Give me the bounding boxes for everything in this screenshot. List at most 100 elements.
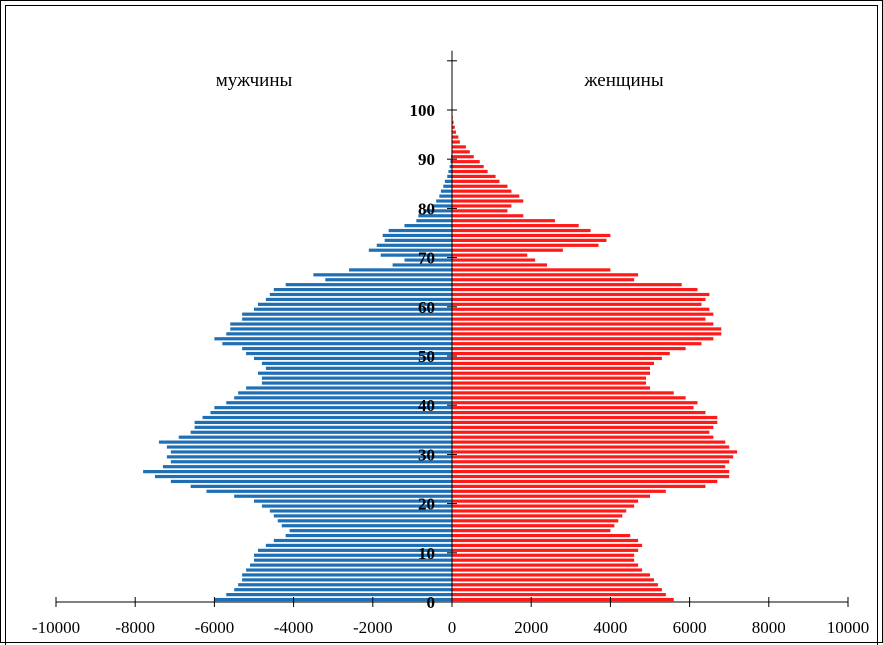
female-bar [452,406,694,409]
female-bar [452,460,729,463]
male-bar [163,465,452,468]
female-bar [452,195,519,198]
male-bar [155,475,452,478]
male-bar [203,416,452,419]
female-bar [452,455,733,458]
male-bar [325,278,452,281]
female-bar [452,170,488,173]
female-bar [452,465,725,468]
male-bar [143,470,452,473]
female-bar [452,185,507,188]
male-bar [222,342,452,345]
female-bar [452,529,610,532]
male-bar [385,239,452,242]
male-bar [441,190,452,193]
female-bar [452,258,535,261]
female-bar [452,416,717,419]
female-bar [452,140,460,143]
male-bar [439,195,452,198]
female-bar [452,145,466,148]
male-bar [242,578,452,581]
male-bar [377,244,452,247]
female-bar [452,426,713,429]
male-bar [274,288,452,291]
female-bar [452,588,662,591]
x-tick-label: 0 [448,618,457,637]
female-bar [452,283,682,286]
male-bar [436,199,452,202]
male-bar [234,588,452,591]
male-bar [383,234,452,237]
male-bar [179,436,452,439]
female-bar [452,377,646,380]
axes [56,51,848,607]
female-bar [452,475,729,478]
female-bars [452,106,737,601]
female-bar [452,214,523,217]
female-label: женщины [583,70,663,91]
male-bar [270,293,452,296]
y-tick-label: 50 [418,347,435,366]
male-bar [242,573,452,576]
male-bar [262,377,452,380]
male-bar [214,598,452,601]
female-bar [452,298,705,301]
male-bar [262,381,452,384]
female-bar [452,544,642,547]
female-bar [452,480,717,483]
female-bar [452,273,638,276]
male-bar [246,568,452,571]
female-bar [452,322,713,325]
female-bar [452,337,713,340]
female-bar [452,421,717,424]
female-bar [452,539,638,542]
male-bars [143,121,452,601]
female-bar [452,288,698,291]
female-bar [452,224,579,227]
male-bar [250,564,452,567]
female-bar [452,135,458,138]
y-tick-label: 100 [410,101,436,120]
female-bar [452,534,630,537]
female-bar [452,278,634,281]
female-bar [452,150,470,153]
female-bar [452,485,705,488]
female-bar [452,495,650,498]
female-bar [452,445,729,448]
female-bar [452,209,507,212]
y-tick-label: 70 [418,249,435,268]
male-bar [238,583,452,586]
male-bar [230,327,452,330]
male-bar [191,431,452,434]
male-bar [313,273,452,276]
female-bar [452,131,456,134]
female-bar [452,573,650,576]
female-bar [452,554,634,557]
female-bar [452,303,701,306]
x-tick-label: -10000 [32,618,80,637]
female-bar [452,564,638,567]
female-bar [452,308,709,311]
y-tick-label: 30 [418,445,435,464]
female-bar [452,204,511,207]
male-bar [226,332,452,335]
female-bar [452,431,709,434]
male-bar [447,175,452,178]
female-bar [452,509,626,512]
male-bar [246,386,452,389]
x-tick-label: 8000 [752,618,786,637]
female-bar [452,239,606,242]
male-bar [369,249,452,252]
female-bar [452,519,618,522]
x-tick-label: 4000 [593,618,627,637]
female-bar [452,160,480,163]
male-bar [230,322,452,325]
x-tick-label: 2000 [514,618,548,637]
y-tick-label: 90 [418,150,435,169]
male-bar [278,519,452,522]
y-tick-label: 80 [418,199,435,218]
female-bar [452,593,666,596]
male-bar [416,219,452,222]
y-tick-label: 0 [427,593,436,612]
female-bar [452,342,701,345]
